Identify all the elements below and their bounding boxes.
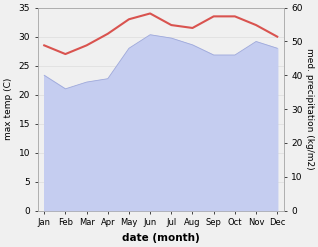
Y-axis label: med. precipitation (kg/m2): med. precipitation (kg/m2) xyxy=(305,48,314,170)
X-axis label: date (month): date (month) xyxy=(122,233,200,243)
Y-axis label: max temp (C): max temp (C) xyxy=(4,78,13,140)
